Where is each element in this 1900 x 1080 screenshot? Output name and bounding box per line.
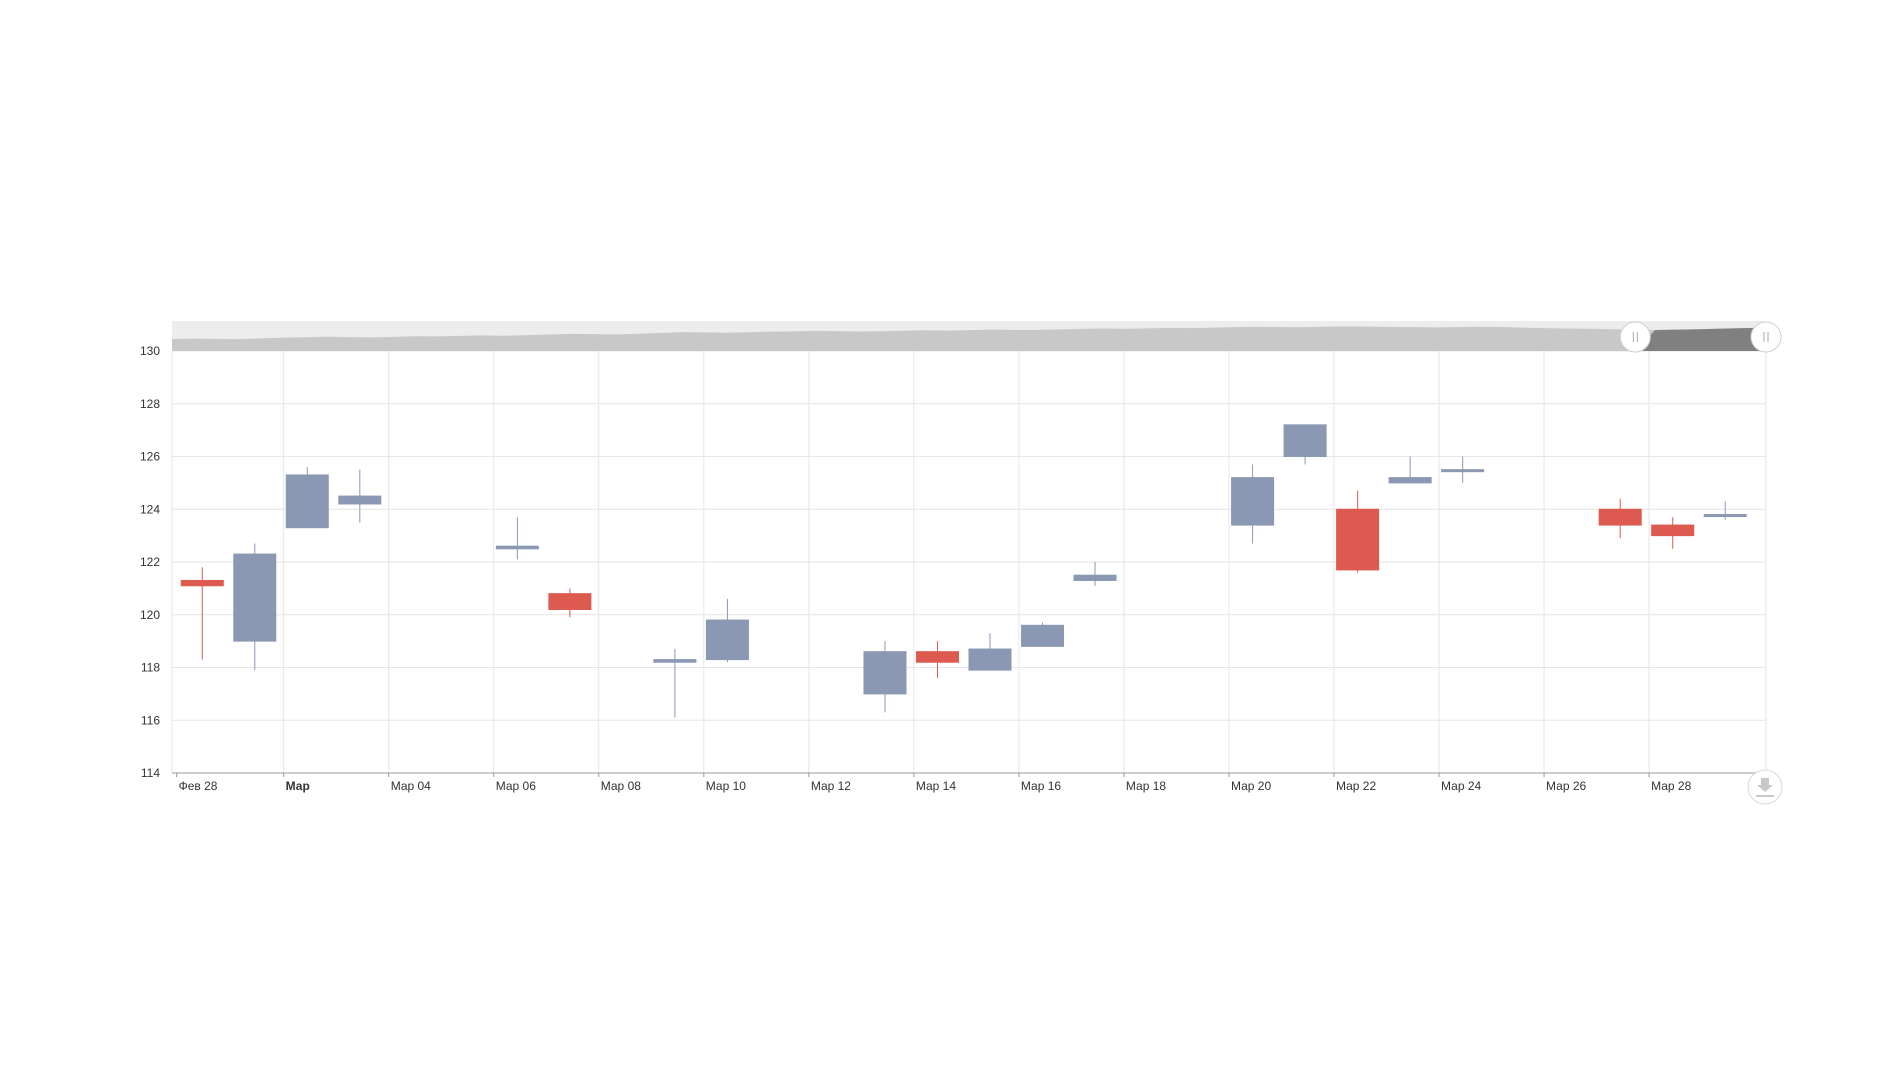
candle-body [1021, 624, 1065, 647]
y-tick-label: 122 [140, 555, 160, 569]
x-tick-label: Мар 22 [1336, 779, 1376, 793]
export-button[interactable] [1747, 769, 1783, 805]
candle-body [1073, 574, 1117, 581]
candle-up[interactable] [968, 633, 1012, 671]
candle-down[interactable] [548, 588, 592, 618]
y-tick-label: 114 [141, 766, 160, 780]
candle-body [1598, 508, 1642, 526]
candle-up[interactable] [1283, 424, 1327, 465]
candle-body [1441, 469, 1485, 473]
candle-body [1231, 477, 1275, 526]
y-tick-label: 116 [141, 713, 160, 727]
x-tick-label: Мар 16 [1021, 779, 1061, 793]
x-tick-label: Мар 24 [1441, 779, 1481, 793]
candle-up[interactable] [1441, 456, 1485, 483]
candle-body [653, 659, 697, 663]
candle-up[interactable] [233, 543, 277, 671]
x-tick-label: Мар 06 [496, 779, 536, 793]
x-tick-label: Мар 08 [601, 779, 641, 793]
x-tick-label: Мар 12 [811, 779, 851, 793]
navigator-selected-area [1635, 327, 1766, 351]
y-tick-label: 128 [140, 397, 160, 411]
y-axis-labels: 130 128 126 124 122 120 118 116 114 [140, 344, 160, 780]
candle-up[interactable] [1021, 622, 1065, 647]
x-tick-label: Фев 28 [179, 779, 218, 793]
x-axis-ticks [176, 773, 1650, 777]
candle-body [233, 553, 277, 642]
candle-body [285, 474, 329, 529]
y-tick-label: 124 [140, 502, 160, 516]
x-tick-label: Мар 04 [391, 779, 431, 793]
x-tick-label: Мар [286, 779, 310, 793]
vertical-grid [283, 351, 1650, 773]
x-tick-label: Мар 26 [1546, 779, 1586, 793]
x-tick-label: Мар 28 [1651, 779, 1691, 793]
candle-body [968, 648, 1012, 671]
candle-body [705, 619, 749, 661]
candle-up[interactable] [495, 517, 539, 560]
candle-up[interactable] [1073, 562, 1117, 586]
navigator-handle-right[interactable] [1750, 321, 1782, 353]
candle-down[interactable] [180, 567, 224, 660]
candle-up[interactable] [1703, 501, 1747, 520]
candle-down[interactable] [1336, 490, 1380, 573]
navigator[interactable] [172, 321, 1782, 353]
navigator-handle-left[interactable] [1619, 321, 1651, 353]
candle-body [495, 545, 539, 550]
download-icon [1756, 778, 1774, 797]
y-tick-label: 118 [141, 661, 160, 675]
candle-body [1651, 524, 1695, 537]
candle-body [338, 495, 382, 505]
x-tick-label: Мар 20 [1231, 779, 1271, 793]
candle-body [180, 579, 224, 587]
candle-up[interactable] [705, 598, 749, 663]
candle-down[interactable] [1651, 517, 1695, 549]
candle-body [1388, 477, 1432, 484]
candle-body [863, 651, 907, 695]
candle-up[interactable] [863, 641, 907, 713]
x-axis-labels: Фев 28 Мар Мар 04 Мар 06 Мар 08 Мар 10 Мар 12 М… [179, 779, 1692, 793]
candles [180, 424, 1747, 718]
candle-up[interactable] [1388, 456, 1432, 484]
candle-up[interactable] [1231, 464, 1275, 544]
navigator-area [172, 326, 1766, 351]
candle-down[interactable] [915, 641, 959, 679]
candle-up[interactable] [338, 469, 382, 523]
y-tick-label: 130 [140, 344, 160, 358]
candle-body [1336, 508, 1380, 571]
x-tick-label: Мар 10 [706, 779, 746, 793]
candle-body [1703, 514, 1747, 518]
candle-body [915, 651, 959, 663]
candle-up[interactable] [653, 649, 697, 718]
candle-body [1283, 424, 1327, 458]
x-tick-label: Мар 14 [916, 779, 956, 793]
candle-down[interactable] [1598, 498, 1642, 539]
x-tick-label: Мар 18 [1126, 779, 1166, 793]
candle-body [548, 593, 592, 610]
y-tick-label: 120 [140, 608, 160, 622]
y-tick-label: 126 [140, 450, 160, 464]
candle-up[interactable] [285, 467, 329, 529]
